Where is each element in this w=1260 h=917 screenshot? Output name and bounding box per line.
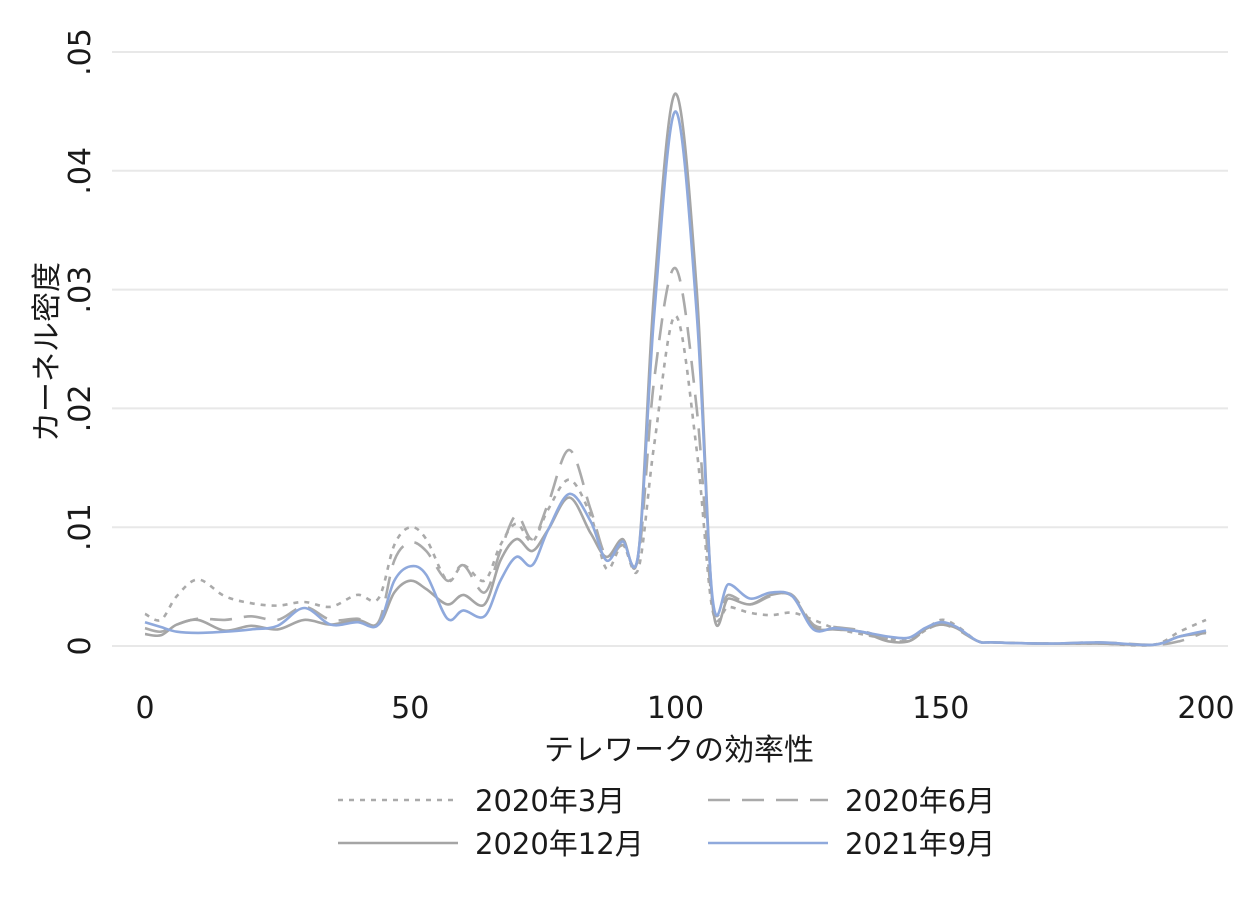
x-tick-labels: 0 50 100 150 200 — [135, 691, 1234, 726]
legend-item: 2021年9月 — [708, 827, 995, 861]
series-lines — [144, 92, 1207, 647]
x-tick-label: 0 — [135, 691, 154, 726]
y-tick-label: .03 — [63, 266, 98, 314]
legend-item: 2020年6月 — [708, 784, 995, 818]
x-tick-label: 50 — [391, 691, 429, 726]
y-tick-label: .01 — [63, 503, 98, 551]
x-tick-label: 200 — [1177, 691, 1234, 726]
y-tick-label: .05 — [63, 28, 98, 76]
x-axis-title: テレワークの効率性 — [544, 733, 814, 768]
x-tick-label: 150 — [912, 691, 969, 726]
y-axis-title: カーネル密度 — [30, 262, 65, 442]
y-tick-label: 0 — [63, 636, 98, 655]
series-line-3 — [144, 92, 1207, 647]
legend-label: 2021年9月 — [845, 827, 995, 861]
legend-label: 2020年3月 — [475, 784, 625, 818]
series-line-4 — [144, 110, 1207, 647]
y-tick-label: .04 — [63, 147, 98, 195]
y-tick-label: .02 — [63, 385, 98, 433]
grid-lines — [112, 51, 1228, 647]
legend-item: 2020年3月 — [338, 784, 625, 818]
x-tick-label: 100 — [647, 691, 704, 726]
legend: 2020年3月 2020年6月 2020年12月 2021年9月 — [338, 784, 995, 861]
series-line-2 — [144, 266, 1207, 647]
legend-item: 2020年12月 — [338, 827, 644, 861]
y-tick-labels: 0 .01 .02 .03 .04 .05 — [63, 28, 98, 655]
series-line-1 — [144, 314, 1207, 647]
legend-label: 2020年12月 — [475, 827, 644, 861]
legend-label: 2020年6月 — [845, 784, 995, 818]
